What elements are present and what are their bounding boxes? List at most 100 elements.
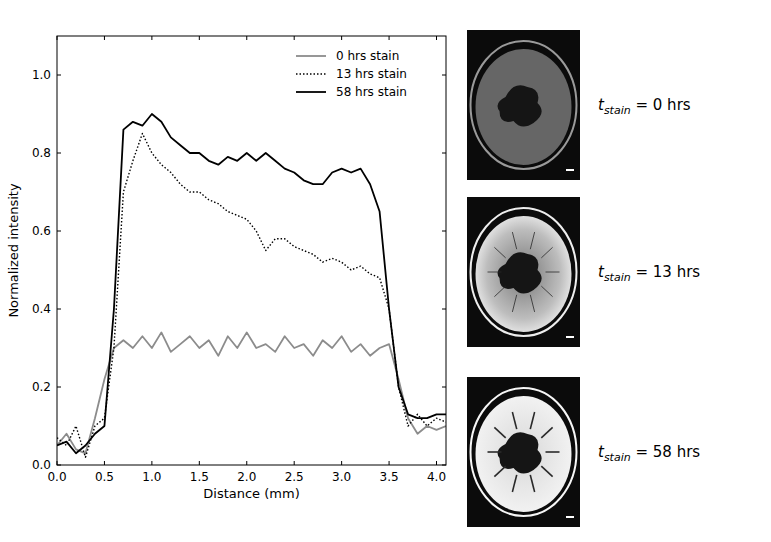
series-line <box>57 114 446 453</box>
y-tick <box>57 153 61 154</box>
y-tick-label: 0.0 <box>32 458 51 472</box>
x-tick-top <box>436 36 437 40</box>
trabecula <box>530 295 534 312</box>
ct-image <box>467 377 580 527</box>
trabecula <box>530 475 534 492</box>
x-tick <box>294 461 295 465</box>
x-tick-label: 2.0 <box>237 470 256 484</box>
legend-label: 13 hrs stain <box>336 67 407 81</box>
figure: 0.0 0.5 1.0 1.5 2.0 2.5 3.0 3.5 4.0 0.0 0.2 0.4 0.6 0… <box>0 0 771 542</box>
tissue <box>476 49 572 165</box>
trabecula <box>541 466 552 477</box>
trabecula <box>512 412 516 429</box>
x-tick-label: 0.0 <box>47 470 66 484</box>
ct-image <box>467 197 580 347</box>
x-tick-label: 1.5 <box>190 470 209 484</box>
legend-swatch <box>296 55 326 57</box>
tube-wall <box>471 208 577 336</box>
x-tick <box>199 461 200 465</box>
image-label: tstain = 13 hrs <box>598 263 700 284</box>
image-label: tstain = 58 hrs <box>598 443 700 464</box>
trabecula <box>541 286 552 297</box>
y-tick <box>57 231 61 232</box>
x-tick <box>151 461 152 465</box>
y-tick-label: 0.8 <box>32 146 51 160</box>
image-bg <box>467 197 580 347</box>
scale-bar <box>566 516 574 518</box>
x-tick-top <box>151 36 152 40</box>
x-tick <box>104 461 105 465</box>
trabecula <box>541 427 552 438</box>
x-tick-top <box>104 36 105 40</box>
trabecula <box>512 232 516 249</box>
trabecula <box>494 466 505 477</box>
trabecula <box>494 286 505 297</box>
label-text: = 58 hrs <box>631 443 701 461</box>
trabecula <box>488 451 502 453</box>
y-tick-label: 0.6 <box>32 224 51 238</box>
scale-bar <box>566 169 574 171</box>
legend-swatch <box>296 91 326 93</box>
x-tick-top <box>341 36 342 40</box>
y-tick-right <box>442 387 446 388</box>
y-axis-title: Normalized intensity <box>6 183 21 318</box>
scale-bar <box>566 336 574 338</box>
tube-wall <box>471 41 577 169</box>
plot-lines <box>57 114 446 457</box>
image-bg <box>467 30 580 180</box>
x-tick <box>341 461 342 465</box>
tissue <box>476 396 572 512</box>
x-tick <box>436 461 437 465</box>
y-tick-label: 0.4 <box>32 302 51 316</box>
trabecula <box>494 427 505 438</box>
label-text: = 0 hrs <box>631 96 691 114</box>
label-subscript: stain <box>604 104 631 117</box>
y-tick-label: 0.2 <box>32 380 51 394</box>
x-axis-title: Distance (mm) <box>203 486 299 501</box>
y-tick <box>57 75 61 76</box>
x-tick-label: 0.5 <box>95 470 114 484</box>
y-tick-right <box>442 231 446 232</box>
x-tick-top <box>246 36 247 40</box>
x-tick-label: 3.0 <box>332 470 351 484</box>
legend-label: 58 hrs stain <box>336 85 407 99</box>
legend-swatch <box>296 73 326 74</box>
x-tick-top <box>294 36 295 40</box>
trabecula <box>530 412 534 429</box>
trabecula <box>512 475 516 492</box>
x-tick-top <box>199 36 200 40</box>
trabecula <box>546 451 560 453</box>
y-tick <box>57 387 61 388</box>
x-tick <box>389 461 390 465</box>
trabecula <box>494 247 505 258</box>
tube-wall <box>471 388 577 516</box>
x-tick-top <box>389 36 390 40</box>
plot-frame <box>57 36 446 465</box>
x-tick-label: 2.5 <box>285 470 304 484</box>
label-subscript: stain <box>604 271 631 284</box>
y-tick-right <box>442 75 446 76</box>
trabecula <box>546 272 560 273</box>
x-tick-label: 4.0 <box>427 470 446 484</box>
series-line <box>57 332 446 453</box>
image-label: tstain = 0 hrs <box>598 96 691 117</box>
trabecula <box>541 247 552 258</box>
trabecula <box>530 232 534 249</box>
image-bg <box>467 377 580 527</box>
legend: 0 hrs stain 13 hrs stain 58 hrs stain <box>296 49 407 99</box>
label-text: = 13 hrs <box>631 263 701 281</box>
y-tick-label: 1.0 <box>32 68 51 82</box>
x-tick-label: 1.0 <box>142 470 161 484</box>
trabecula <box>512 295 516 312</box>
lumen <box>498 85 542 126</box>
label-subscript: stain <box>604 451 631 464</box>
x-tick <box>246 461 247 465</box>
legend-label: 0 hrs stain <box>336 49 399 63</box>
y-tick-right <box>442 153 446 154</box>
tissue <box>476 216 572 332</box>
y-tick-right <box>442 309 446 310</box>
ct-image <box>467 30 580 180</box>
trabecula <box>488 272 502 273</box>
y-tick <box>57 309 61 310</box>
x-tick-label: 3.5 <box>380 470 399 484</box>
